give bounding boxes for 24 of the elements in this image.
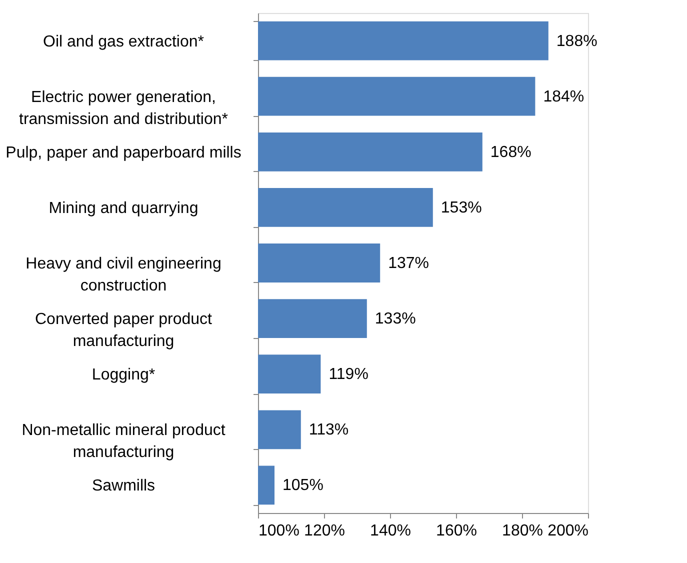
x-tick-label: 120% — [304, 522, 345, 540]
data-label: 113% — [308, 422, 349, 439]
y-tick-label: Mining and quarrying — [48, 200, 198, 217]
data-label: 184% — [543, 88, 584, 106]
y-tick-label: Logging* — [92, 366, 156, 384]
x-tick-label: 200% — [548, 522, 588, 540]
x-tick-label: 140% — [370, 522, 411, 540]
data-label: 137% — [388, 255, 430, 272]
data-label: 168% — [490, 144, 532, 161]
y-tick-label: Electric power generation, transmission and distribution* — [19, 88, 228, 128]
data-label: 105% — [282, 477, 324, 494]
y-tick-label: Sawmills — [92, 478, 156, 495]
y-tick-label: Non-metallic mineral product manufacturing — [22, 422, 226, 462]
x-tick-label: 100% — [258, 522, 300, 540]
y-tick-label: Pulp, paper and paperboard mills — [6, 144, 242, 162]
y-tick-label: Oil and gas extraction* — [43, 33, 204, 50]
x-tick-label: 160% — [436, 522, 477, 540]
x-tick-label: 180% — [502, 522, 543, 540]
data-label: 153% — [440, 199, 482, 216]
y-tick-label: Heavy and civil engineering construction — [26, 256, 222, 294]
data-label: 133% — [374, 310, 416, 328]
data-label: 119% — [328, 366, 368, 384]
data-label: 188% — [556, 32, 598, 50]
y-tick-label: Converted paper product manufacturing — [35, 311, 213, 350]
